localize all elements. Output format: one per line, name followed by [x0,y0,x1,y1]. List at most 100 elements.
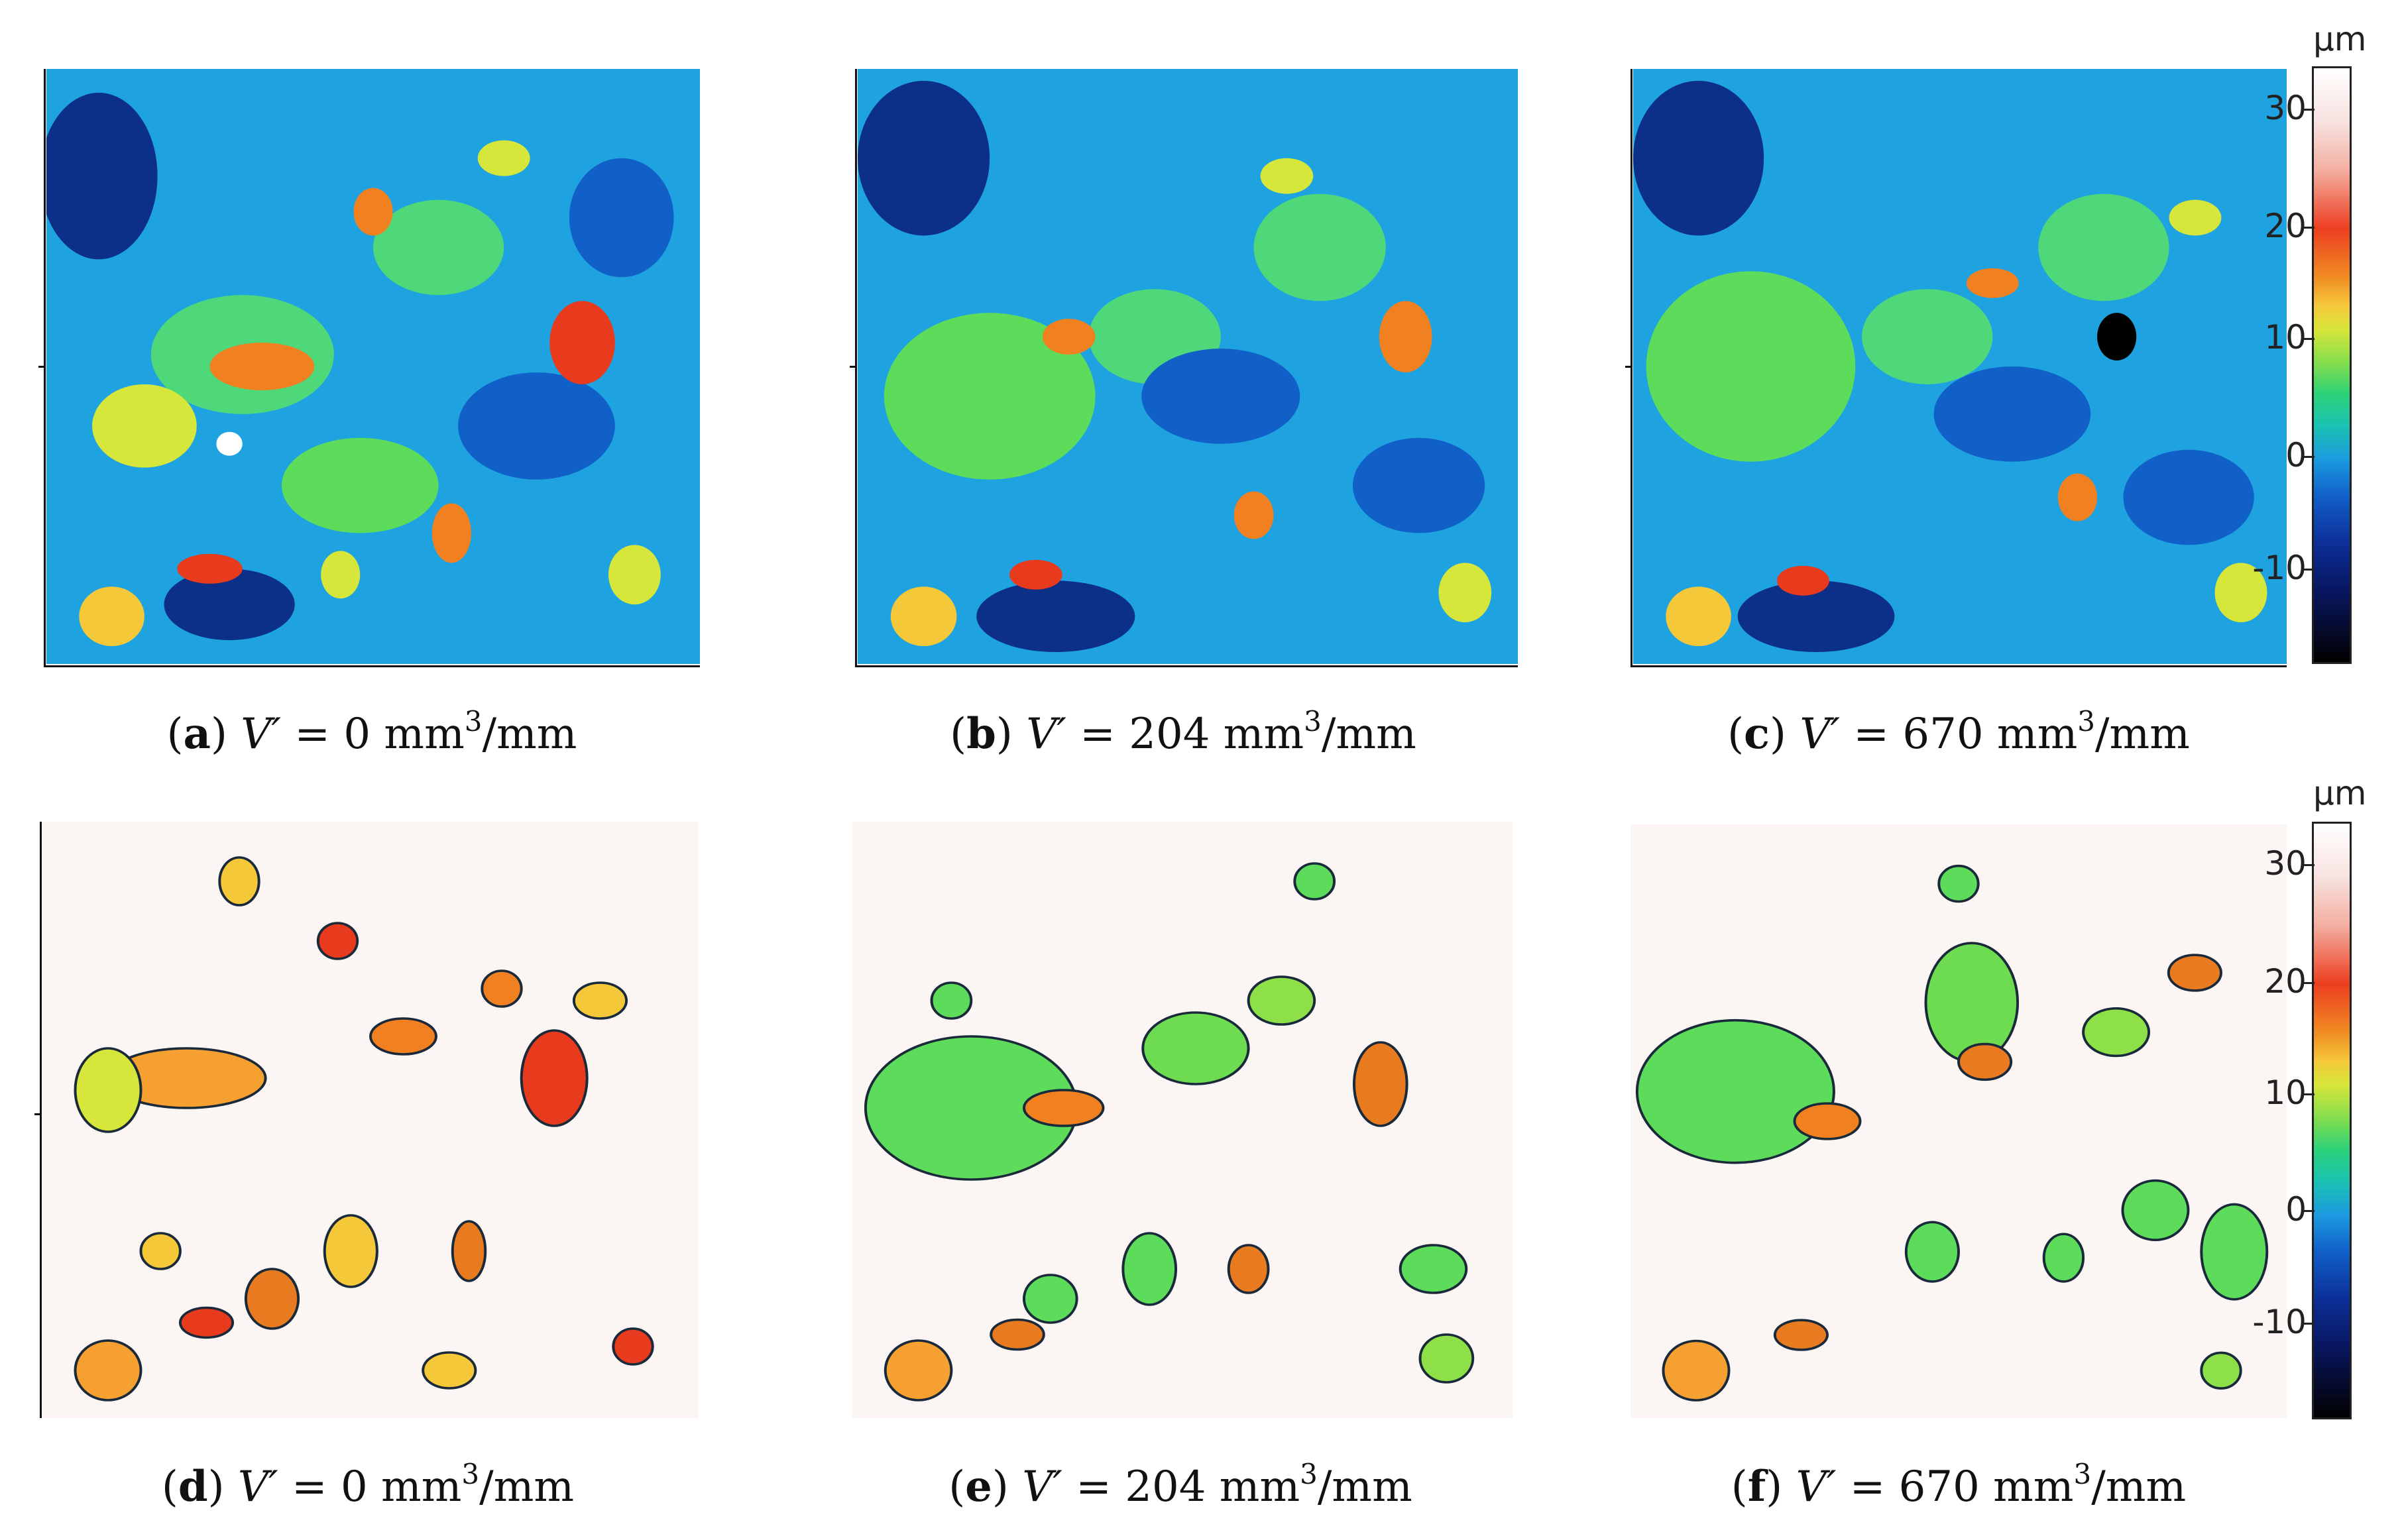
colorbar-gradient-top [2312,66,2352,664]
caption-open-paren: ( [161,1462,178,1512]
caption-exponent: 3 [1300,1458,1318,1490]
caption-unit: mm [1210,710,1304,759]
colorbar-tick [2304,109,2315,111]
colorbar-tick [2304,338,2315,340]
caption-b: (b) V′ = 204 mm3/mm [835,708,1531,761]
colorbar-tick [2304,1210,2315,1212]
caption-unit: mm [1206,1462,1300,1512]
caption-close-paren: ) [1770,710,1786,759]
caption-unit-suffix: /mm [2091,1462,2187,1512]
caption-variable: V′ [241,710,282,759]
colorbar-tick-label: 10 [2264,318,2307,357]
caption-close-paren: ) [1766,1462,1783,1512]
caption-letter: b [966,709,996,759]
caption-variable: V′ [1022,1462,1062,1512]
caption-open-paren: ( [1731,1462,1748,1512]
caption-unit-suffix: /mm [479,1462,575,1512]
y-tick-d [34,1113,41,1115]
colorbar-unit-bottom: µm [2313,774,2367,812]
caption-letter: f [1747,1462,1766,1512]
caption-equals: = [278,1462,341,1512]
caption-close-paren: ) [207,1462,225,1512]
colorbar-tick [2304,569,2315,571]
caption-open-paren: ( [1727,710,1744,759]
caption-exponent: 3 [2073,1458,2092,1490]
masked-map-f [1630,824,2287,1418]
caption-variable: V′ [1800,710,1841,759]
masked-topography-image-d [42,822,699,1418]
colorbar-tick-label: 0 [2285,436,2307,474]
caption-unit-suffix: /mm [482,710,577,759]
caption-equals: = [1836,1462,1899,1512]
x-axis-c [1630,665,2287,667]
caption-value: 0 [340,1462,368,1512]
caption-letter: c [1744,709,1770,759]
surface-topography-image-b [858,69,1518,664]
caption-close-paren: ) [210,710,227,759]
caption-d: (d) V′ = 0 mm3/mm [20,1460,716,1513]
caption-letter: d [178,1462,208,1512]
colorbar-unit-top: µm [2313,20,2367,58]
x-axis-b [855,665,1518,667]
caption-equals: = [1062,1462,1125,1512]
caption-letter: a [183,709,211,759]
colorbar-tick [2304,1323,2315,1325]
caption-unit-suffix: /mm [1317,1462,1412,1512]
caption-variable: V′ [1026,710,1066,759]
caption-exponent: 3 [464,705,483,738]
caption-variable: V′ [1796,1462,1837,1512]
caption-open-paren: ( [948,1462,966,1512]
caption-open-paren: ( [950,710,967,759]
surface-topography-image-a [46,69,700,664]
caption-f: (f) V′ = 670 mm3/mm [1611,1460,2307,1513]
colorbar-tick-label: 20 [2264,962,2307,1001]
y-tick-c [1625,366,1632,368]
caption-equals: = [281,710,344,759]
caption-a: (a) V′ = 0 mm3/mm [24,708,720,761]
masked-topography-image-f [1630,824,2287,1418]
caption-open-paren: ( [166,710,184,759]
height-map-a [46,69,700,664]
colorbar-tick [2304,982,2315,984]
caption-value: 670 [1898,1462,1980,1512]
y-axis-d [40,822,42,1418]
colorbar-gradient-bottom [2312,822,2352,1419]
x-axis-a [44,665,700,667]
caption-value: 204 [1125,1462,1206,1512]
colorbar-tick-label: -10 [2252,1303,2307,1341]
colorbar-tick-label: -10 [2252,549,2307,587]
y-tick-b [850,366,856,368]
caption-exponent: 3 [1304,705,1322,738]
caption-unit: mm [1983,710,2078,759]
colorbar-tick-label: 20 [2264,207,2307,245]
colorbar-tick [2304,456,2315,458]
caption-unit-suffix: /mm [1321,710,1416,759]
colorbar-tick-label: 10 [2264,1073,2307,1112]
caption-exponent: 3 [461,1458,480,1490]
surface-topography-image-c [1633,69,2287,664]
colorbar-tick-label: 30 [2264,89,2307,127]
colorbar-tick [2304,864,2315,866]
caption-equals: = [1840,710,1903,759]
caption-close-paren: ) [996,710,1013,759]
height-map-b [858,69,1518,664]
caption-unit: mm [371,710,465,759]
caption-unit: mm [1979,1462,2074,1512]
caption-variable: V′ [237,1462,278,1512]
caption-exponent: 3 [2077,705,2095,738]
caption-value: 670 [1902,710,1984,759]
masked-map-d [42,822,699,1418]
colorbar-tick-label: 0 [2285,1190,2307,1229]
height-map-c [1633,69,2287,664]
caption-unit: mm [367,1462,462,1512]
caption-value: 0 [343,710,371,759]
caption-letter: e [965,1462,992,1512]
colorbar-tick-label: 30 [2264,844,2307,883]
colorbar-tick [2304,1093,2315,1095]
caption-close-paren: ) [992,1462,1009,1512]
caption-e: (e) V′ = 204 mm3/mm [832,1460,1528,1513]
masked-topography-image-e [852,822,1513,1418]
caption-unit-suffix: /mm [2094,710,2190,759]
caption-value: 204 [1129,710,1210,759]
y-tick-a [38,366,45,368]
